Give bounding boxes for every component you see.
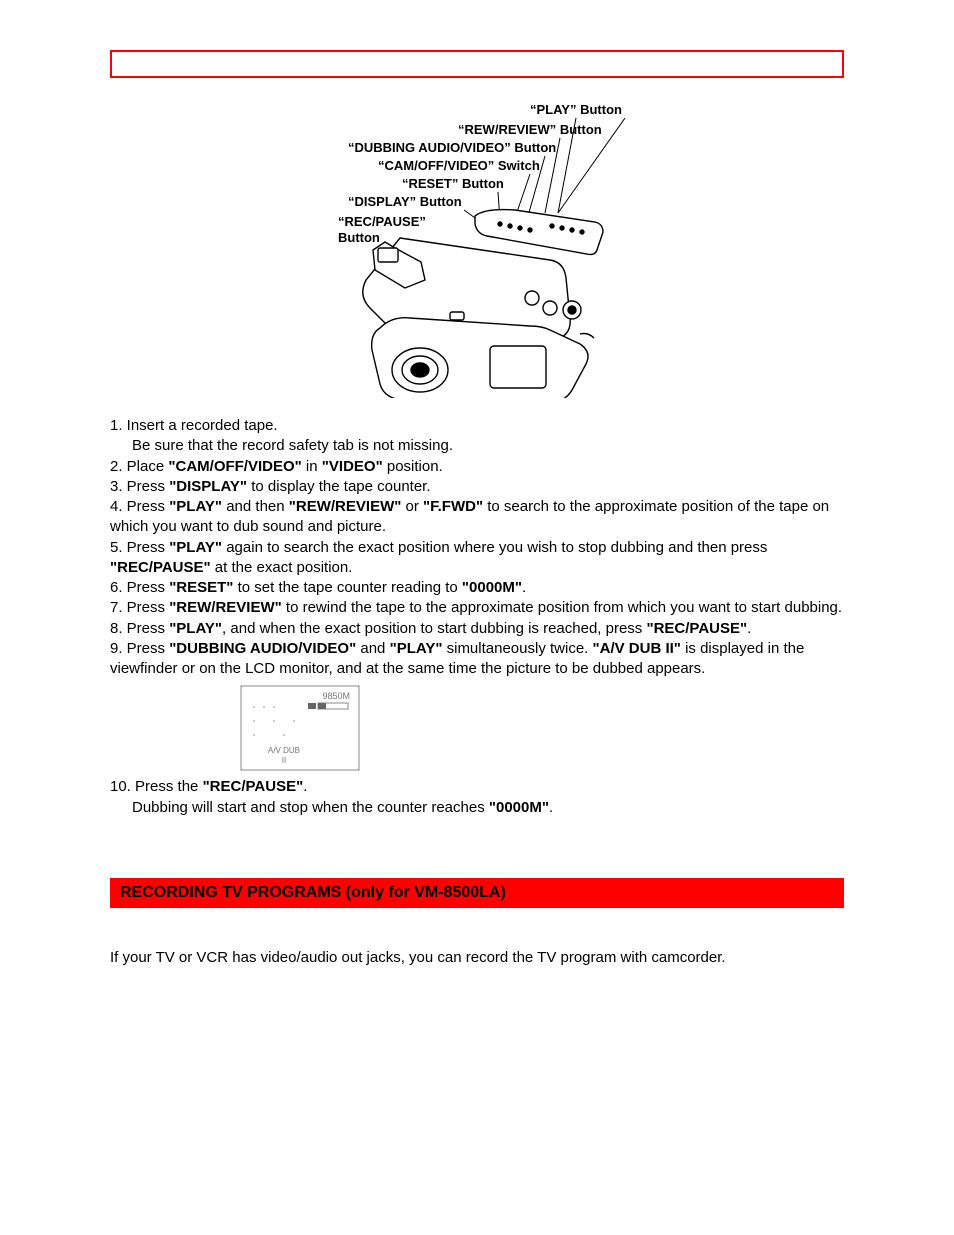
step-1b: Be sure that the record safety tab is no… <box>110 436 844 456</box>
diagram-label-recpause1: “REC/PAUSE” <box>338 214 426 229</box>
step-8: 8. Press "PLAY", and when the exact posi… <box>110 619 844 639</box>
top-red-rule <box>110 50 844 78</box>
instruction-list: 1. Insert a recorded tape. Be sure that … <box>110 416 844 818</box>
step-3: 3. Press "DISPLAY" to display the tape c… <box>110 477 844 497</box>
lcd-mode-line1: A/V DUB <box>268 746 300 755</box>
step-10b: Dubbing will start and stop when the cou… <box>110 798 844 818</box>
diagram-label-display: “DISPLAY” Button <box>348 194 462 209</box>
diagram-label-dubbing: “DUBBING AUDIO/VIDEO” Button <box>348 140 556 155</box>
step-10: 10. Press the "REC/PAUSE". <box>110 777 844 797</box>
lcd-illustration: 9850M A/V DUB II <box>240 685 844 771</box>
step-5: 5. Press "PLAY" again to search the exac… <box>110 538 844 579</box>
step-4: 4. Press "PLAY" and then "REW/REVIEW" or… <box>110 497 844 538</box>
diagram-label-play: “PLAY” Button <box>530 102 622 117</box>
camcorder-diagram: “PLAY” Button “REW/REVIEW” Button “DUBBI… <box>220 98 844 398</box>
diagram-label-camoff: “CAM/OFF/VIDEO” Switch <box>378 158 540 173</box>
diagram-label-rew: “REW/REVIEW” Button <box>458 122 602 137</box>
lcd-counter-text: 9850M <box>322 691 350 701</box>
section-body: If your TV or VCR has video/audio out ja… <box>110 948 844 968</box>
step-7: 7. Press "REW/REVIEW" to rewind the tape… <box>110 598 844 618</box>
step-6: 6. Press "RESET" to set the tape counter… <box>110 578 844 598</box>
lcd-mode-line2: II <box>282 756 286 765</box>
step-1a: 1. Insert a recorded tape. <box>110 416 844 436</box>
diagram-label-reset: “RESET” Button <box>402 176 504 191</box>
camcorder-body-icon <box>363 210 603 398</box>
diagram-label-recpause2: Button <box>338 230 380 245</box>
step-9: 9. Press "DUBBING AUDIO/VIDEO" and "PLAY… <box>110 639 844 680</box>
step-2: 2. Place "CAM/OFF/VIDEO" in "VIDEO" posi… <box>110 457 844 477</box>
section-banner-recording-tv: RECORDING TV PROGRAMS (only for VM-8500L… <box>110 878 844 908</box>
